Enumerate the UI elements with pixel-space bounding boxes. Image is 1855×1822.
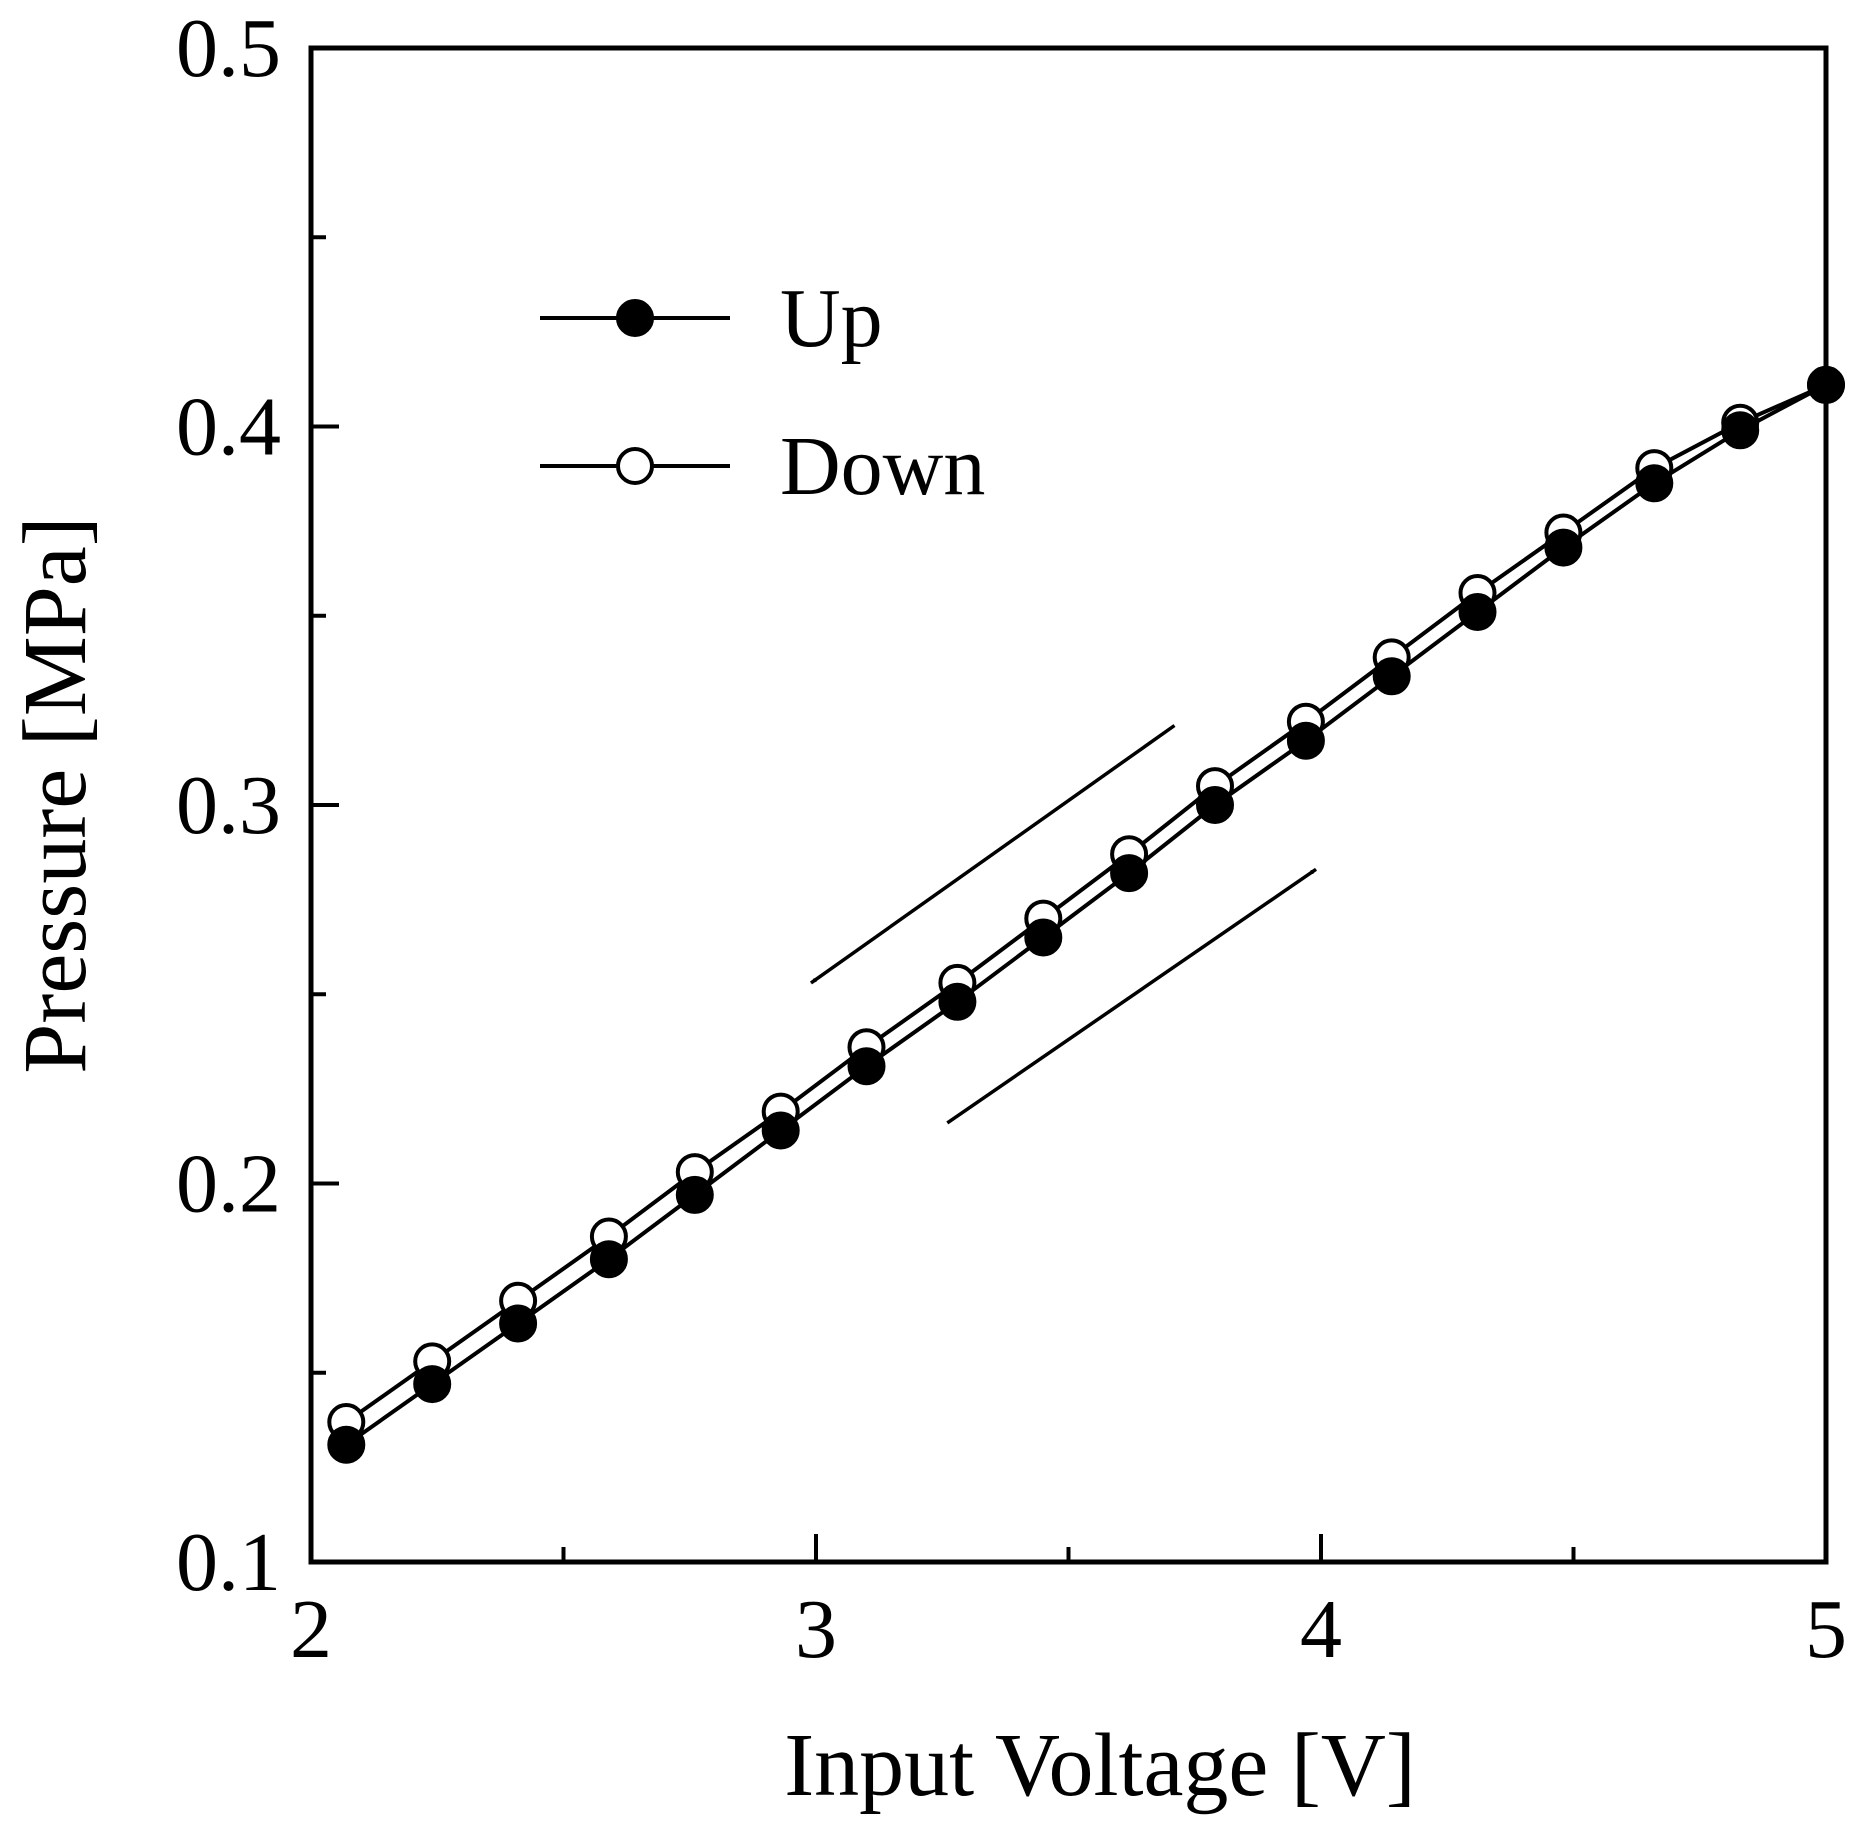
y-tick-label: 0.5 <box>176 2 281 95</box>
y-axis-title: Pressure [MPa] <box>6 516 105 1073</box>
data-point-up <box>1721 411 1760 450</box>
x-tick-label: 5 <box>1805 1583 1847 1676</box>
data-point-up <box>1458 593 1497 631</box>
data-point-up <box>413 1365 452 1404</box>
x-tick-label: 4 <box>1300 1583 1342 1676</box>
legend-down-marker <box>616 447 654 485</box>
data-point-up <box>589 1240 628 1279</box>
plot-frame <box>308 45 1829 1565</box>
legend: Up Down <box>540 272 985 513</box>
data-point-up <box>1024 918 1063 957</box>
data-point-up <box>938 982 977 1021</box>
data-point-up <box>675 1175 714 1214</box>
series-line-up <box>345 383 1827 1447</box>
data-point-up <box>761 1111 800 1150</box>
data-point-up <box>1372 657 1411 696</box>
annotation-arrows <box>809 724 1317 1125</box>
legend-up-marker <box>616 299 654 337</box>
y-tick-label: 0.4 <box>176 381 281 474</box>
series-lines <box>345 383 1827 1447</box>
ticks: 2 3 4 5 0.1 0.2 0.3 0.4 0.5 <box>176 2 1847 1676</box>
legend-up-label: Up <box>780 272 883 365</box>
axes <box>308 45 1829 1565</box>
data-point-up <box>1110 854 1149 893</box>
data-point-up <box>1544 528 1583 567</box>
x-tick-label: 2 <box>290 1583 332 1676</box>
x-axis-title: Input Voltage [V] <box>784 1716 1416 1815</box>
up-arrow <box>946 867 1317 1125</box>
data-point-up <box>1286 721 1325 760</box>
data-point-up <box>847 1047 886 1086</box>
data-point-up <box>1196 786 1234 824</box>
legend-down-label: Down <box>780 420 985 513</box>
data-point-up <box>327 1425 366 1464</box>
data-point-up <box>1635 464 1674 503</box>
y-tick-label: 0.2 <box>176 1138 281 1231</box>
y-tick-label: 0.1 <box>176 1516 281 1609</box>
series-markers <box>327 365 1845 1464</box>
down-arrow <box>809 724 1176 985</box>
data-point-up <box>499 1304 538 1343</box>
y-tick-label: 0.3 <box>176 759 281 852</box>
x-tick-label: 3 <box>795 1583 837 1676</box>
